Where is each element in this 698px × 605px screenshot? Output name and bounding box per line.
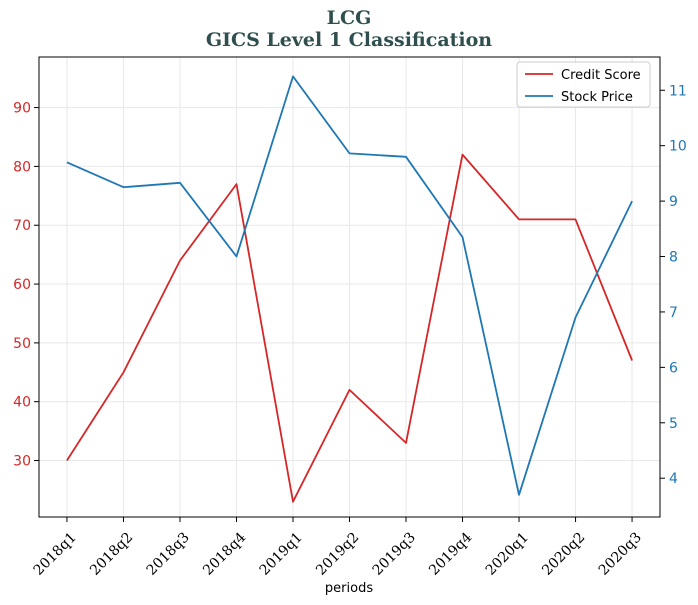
x-tick-label: 2019q2 [313,530,362,579]
right-y-tick-label: 4 [669,471,678,487]
right-y-axis: 4 5 6 7 8 9 10 11 [660,83,687,487]
left-y-tick-label: 30 [13,454,31,470]
x-tick-label: 2018q2 [87,530,136,579]
right-y-tick-label: 11 [669,83,687,99]
left-y-tick-label: 90 [13,101,31,117]
chart-subtitle: GICS Level 1 Classification [206,29,492,51]
grid [39,57,660,517]
right-y-tick-label: 6 [669,360,678,376]
left-y-tick-label: 50 [13,336,31,352]
x-tick-label: 2019q4 [426,529,475,578]
right-y-tick-label: 8 [669,250,678,266]
legend-label: Stock Price [561,90,633,105]
x-tick-label: 2018q3 [144,530,193,579]
x-tick-label: 2020q2 [539,530,588,579]
left-y-tick-label: 40 [13,395,31,411]
legend: Credit Score Stock Price [516,61,651,108]
stock-price-line [66,75,633,496]
left-y-tick-label: 80 [13,159,31,175]
left-y-tick-label: 60 [13,277,31,293]
legend-label: Credit Score [561,68,641,83]
x-tick-label: 2020q1 [483,530,532,579]
x-axis-label: periods [325,581,373,596]
x-axis: 2018q1 2018q2 2018q3 2018q4 2019q1 2019q2 2019… [31,517,645,579]
right-y-tick-label: 7 [669,305,678,321]
right-y-tick-label: 5 [669,416,678,432]
left-y-axis: 30 40 50 60 70 80 90 [13,101,39,470]
left-y-tick-label: 70 [13,218,31,234]
x-tick-label: 2018q4 [200,529,249,578]
credit-score-line [66,153,633,503]
x-tick-label: 2019q3 [370,530,419,579]
right-y-tick-label: 9 [669,194,678,210]
x-tick-label: 2019q1 [257,530,306,579]
x-tick-label: 2018q1 [31,530,80,579]
right-y-tick-label: 10 [669,139,687,155]
chart-title: LCG [327,7,372,29]
x-tick-label: 2020q3 [596,530,645,579]
series-layer [66,75,633,503]
